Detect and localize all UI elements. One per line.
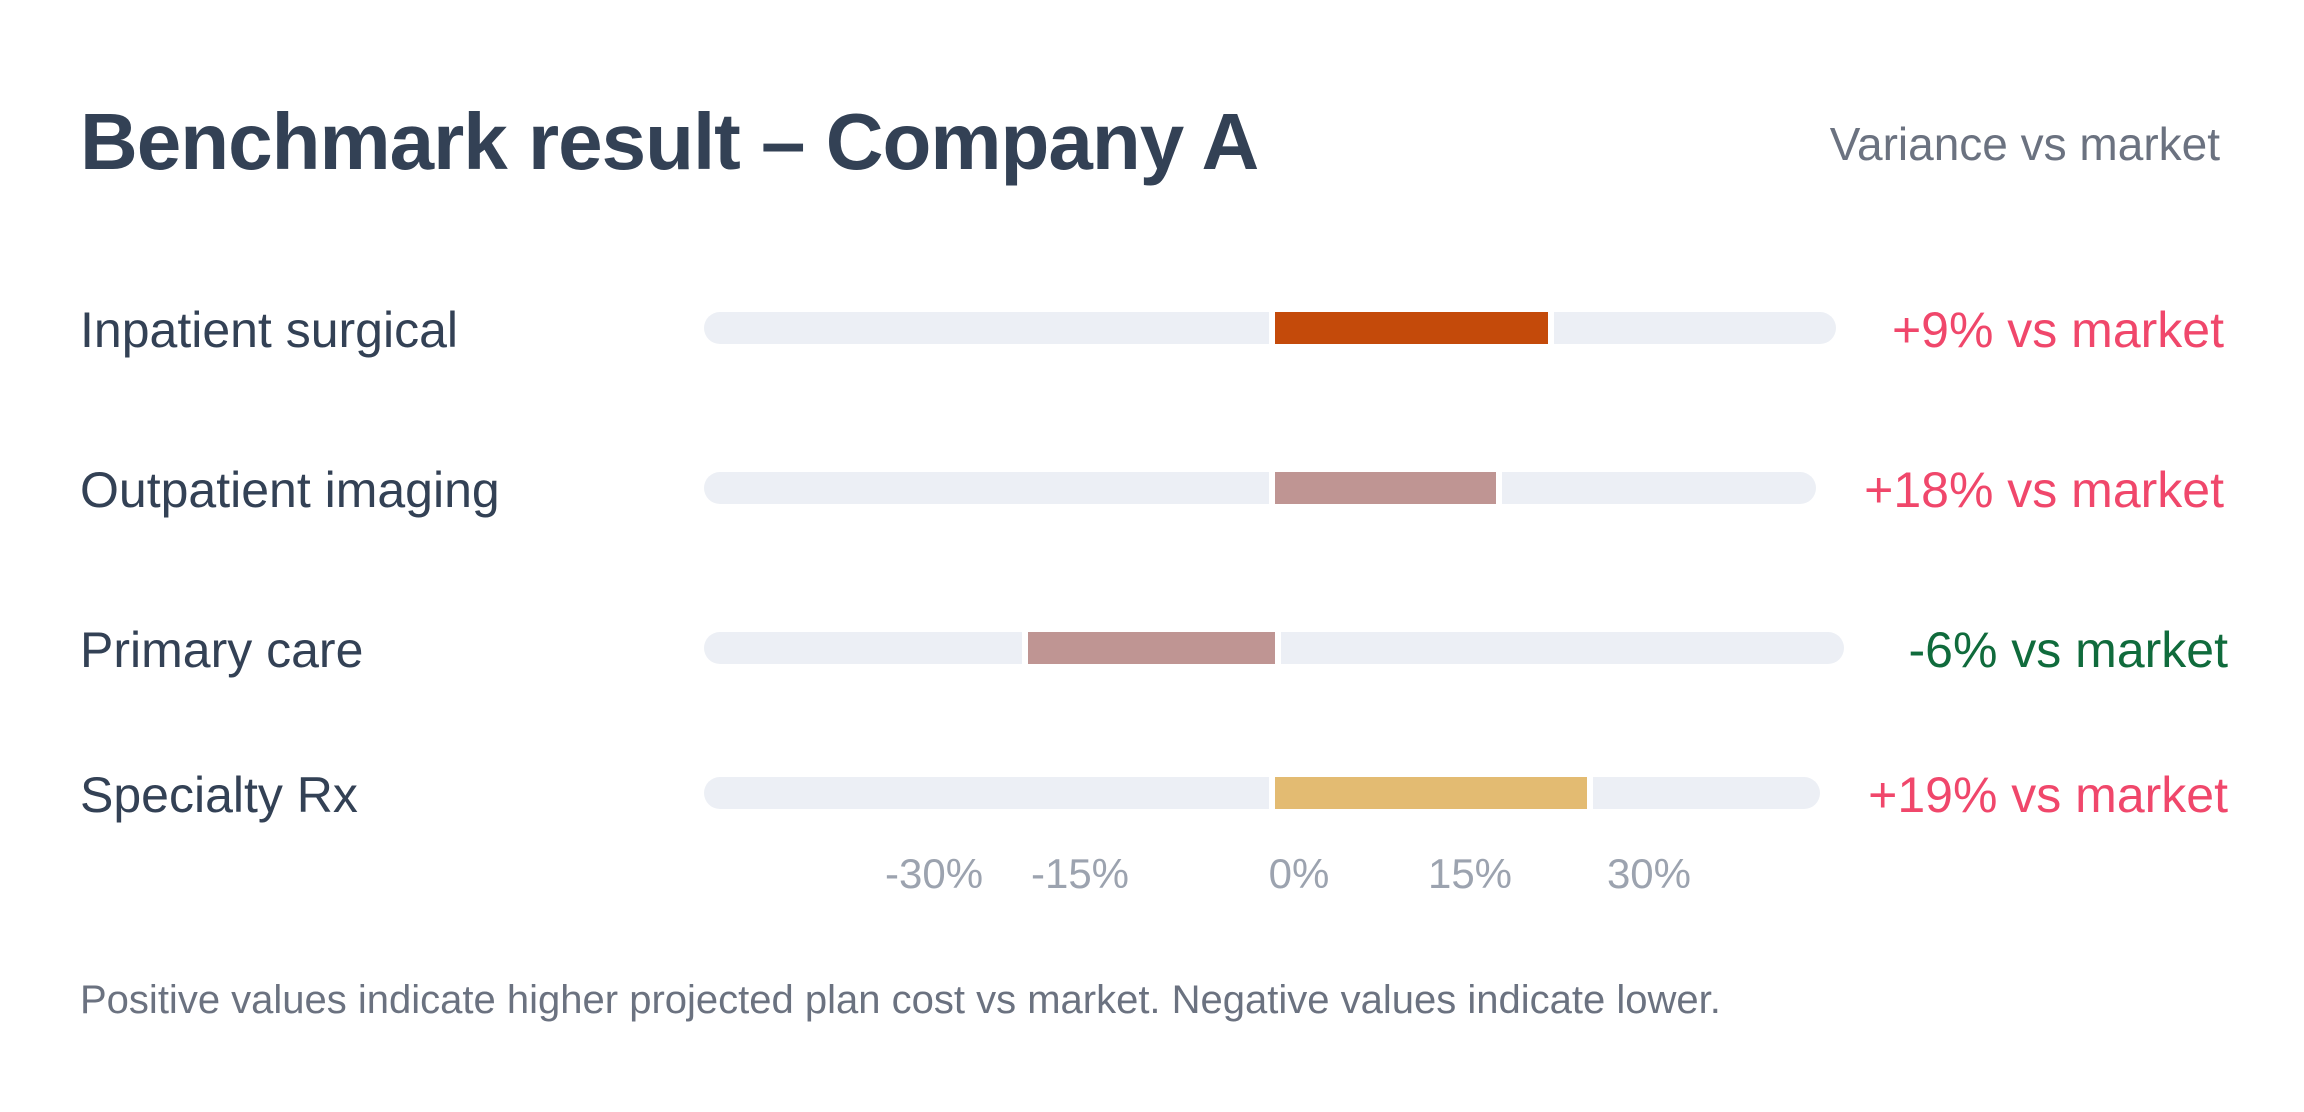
value-label-outpatient-imaging: +18% vs market — [1864, 462, 2224, 518]
bar-inpatient-surgical — [1275, 312, 1548, 344]
category-label-inpatient-surgical: Inpatient surgical — [80, 302, 459, 358]
bar-specialty-rx — [1275, 777, 1587, 809]
track-specialty-rx — [704, 777, 1820, 809]
category-label-outpatient-imaging: Outpatient imaging — [80, 462, 500, 518]
x-tick-label: -30% — [885, 850, 983, 897]
value-label-specialty-rx: +19% vs market — [1868, 767, 2228, 823]
x-tick-label: 0% — [1269, 850, 1330, 897]
bar-outpatient-imaging — [1275, 472, 1496, 504]
track-outpatient-imaging — [704, 472, 1816, 504]
category-label-specialty-rx: Specialty Rx — [80, 767, 358, 823]
value-label-inpatient-surgical: +9% vs market — [1891, 302, 2224, 358]
bar-primary-care — [1028, 632, 1275, 664]
x-tick-label: 15% — [1428, 850, 1512, 897]
x-tick-label: 30% — [1607, 850, 1691, 897]
x-tick-label: -15% — [1031, 850, 1129, 897]
value-label-primary-care: -6% vs market — [1908, 622, 2228, 678]
category-label-primary-care: Primary care — [80, 622, 364, 678]
chart-title: Benchmark result – Company A — [80, 97, 1259, 186]
chart-subtitle: Variance vs market — [1829, 118, 2220, 170]
footnote: Positive values indicate higher projecte… — [80, 978, 1721, 1022]
